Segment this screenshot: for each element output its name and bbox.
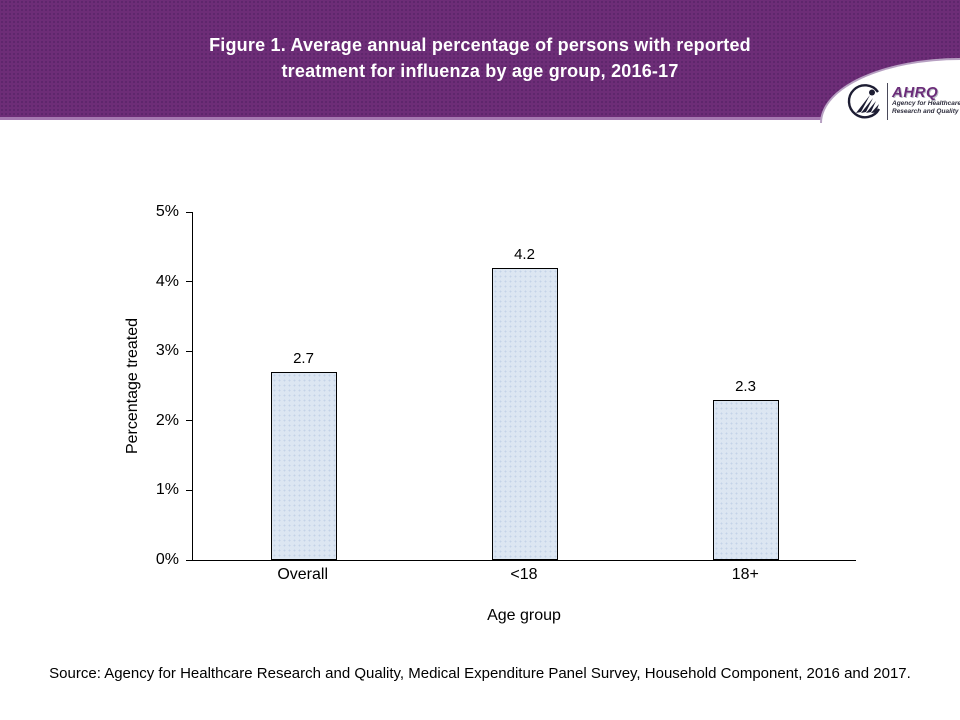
ahrq-tagline-line1: Agency for Healthcare [892, 100, 960, 107]
source-note: Source: Agency for Healthcare Research a… [49, 665, 911, 682]
ahrq-logo: AHRQ Agency for Healthcare Research and … [892, 83, 960, 115]
x-axis-labels: Overall <18 18+ [192, 566, 856, 584]
x-axis-title: Age group [487, 607, 561, 624]
header-banner: Figure 1. Average annual percentage of p… [0, 0, 960, 120]
x-category-label: Overall [277, 566, 328, 583]
y-tick-label: 2% [155, 411, 179, 429]
figure-title-line1: Figure 1. Average annual percentage of p… [209, 35, 751, 55]
y-tick-mark [186, 350, 192, 352]
bar-column: 4.2 [414, 212, 635, 560]
figure-title-line2: treatment for influenza by age group, 20… [281, 61, 679, 81]
y-tick-mark [186, 211, 192, 213]
y-tick-mark [186, 489, 192, 491]
bar-value-label: 2.3 [735, 377, 756, 395]
y-tick-label: 0% [155, 551, 179, 568]
logo-divider [887, 83, 888, 120]
bar [491, 267, 558, 560]
y-tick-mark [186, 281, 192, 283]
y-tick-mark [186, 420, 192, 422]
bar [712, 399, 779, 560]
bar-column: 2.7 [193, 212, 414, 560]
y-tick-label: 3% [155, 342, 179, 360]
bar-column: 2.3 [635, 212, 856, 560]
bar-value-label: 2.7 [293, 350, 314, 368]
y-axis-title: Percentage treated [124, 317, 141, 455]
figure-title: Figure 1. Average annual percentage of p… [0, 32, 960, 84]
logo-cluster: AHRQ Agency for Healthcare Research and … [846, 83, 960, 121]
ahrq-tagline-line2: Research and Quality [892, 107, 959, 115]
hhs-eagle-icon [847, 84, 881, 119]
y-tick-label: 5% [155, 203, 179, 220]
y-tick-label: 4% [155, 272, 179, 290]
y-tick-label: 1% [155, 481, 179, 499]
ahrq-logo-text: AHRQ [892, 84, 939, 101]
x-category-label: 18+ [731, 566, 759, 583]
bar [270, 372, 337, 560]
bars-container: 2.7 4.2 2.3 [193, 212, 856, 560]
y-tick-mark [186, 559, 192, 561]
plot-area: 2.7 4.2 2.3 0% 1% 2% 3% 4% 5% [156, 203, 856, 568]
bar-value-label: 4.2 [514, 245, 535, 263]
x-category-label: <18 [510, 566, 538, 583]
